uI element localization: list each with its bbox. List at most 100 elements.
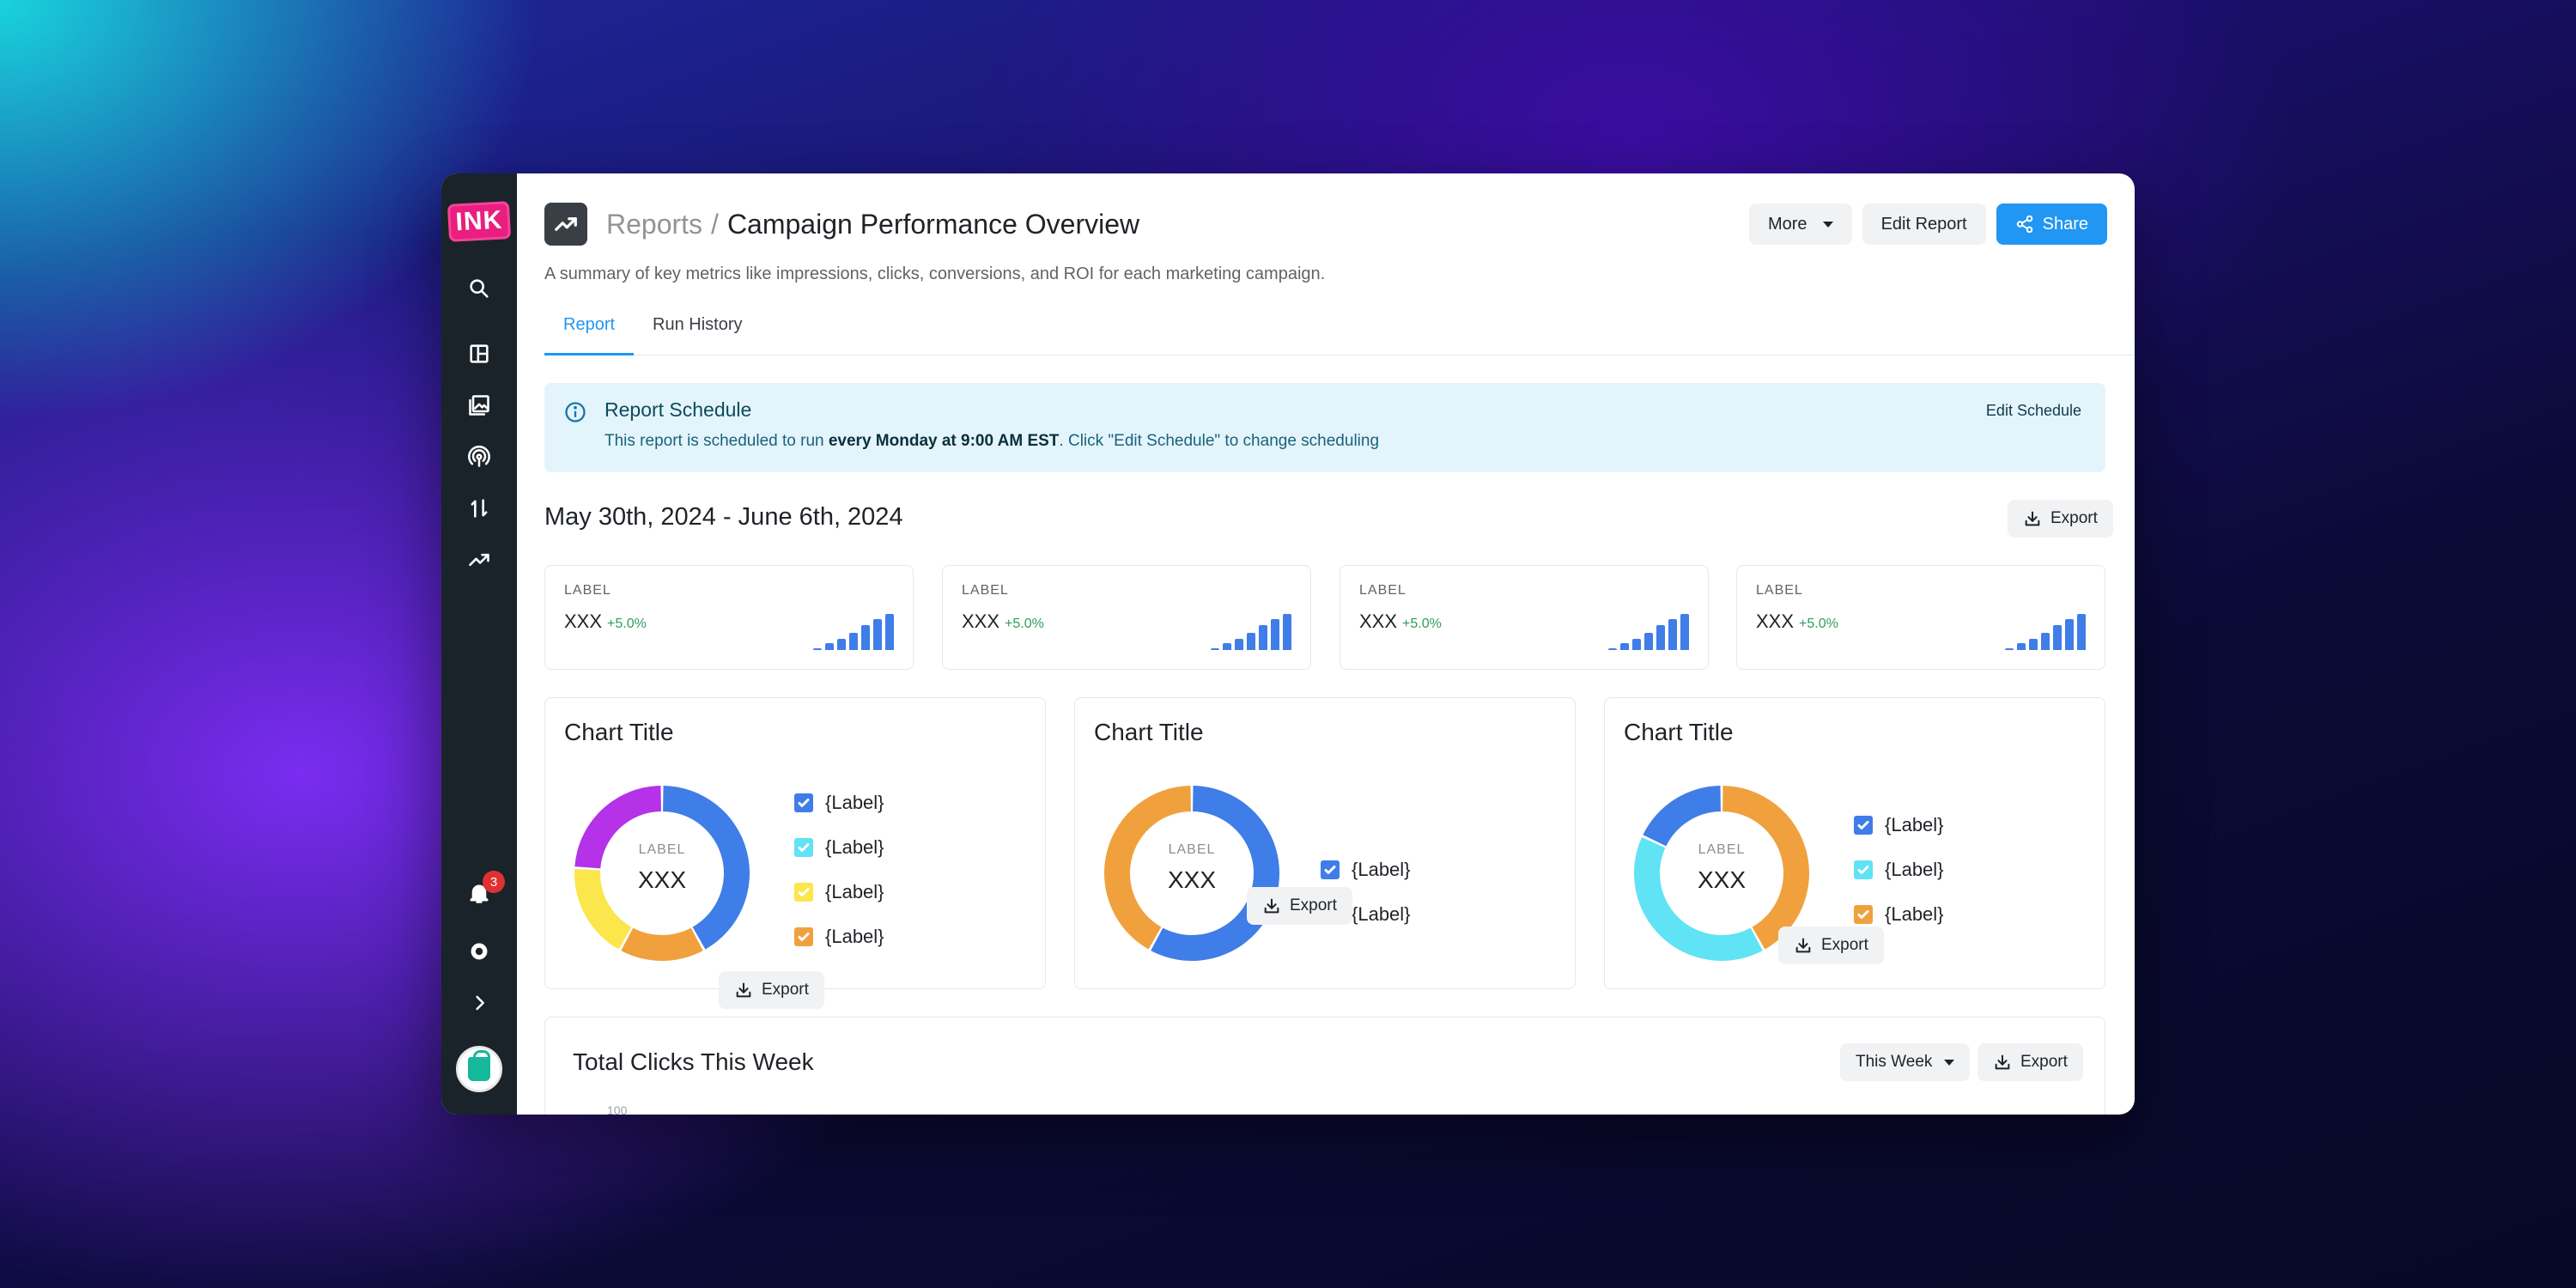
avatar[interactable] bbox=[456, 1046, 502, 1092]
trend-icon[interactable] bbox=[462, 543, 496, 577]
sparkline bbox=[1211, 614, 1291, 650]
tab-run-history[interactable]: Run History bbox=[653, 315, 743, 334]
legend-item[interactable]: {Label} bbox=[1854, 892, 1944, 937]
chevron-right-icon[interactable] bbox=[462, 986, 496, 1020]
export-button[interactable]: Export bbox=[1247, 887, 1352, 925]
spark-bar bbox=[1247, 632, 1255, 650]
chart-title: Chart Title bbox=[1624, 719, 1734, 745]
app-logo[interactable]: INK bbox=[447, 201, 512, 242]
legend-item[interactable]: {Label} bbox=[794, 825, 884, 870]
spark-bar bbox=[1656, 624, 1665, 650]
export-button[interactable]: Export bbox=[1978, 1043, 2083, 1081]
export-button[interactable]: Export bbox=[2008, 500, 2113, 538]
stat-card: LABEL XXX +5.0% bbox=[1736, 565, 2105, 670]
legend-label: {Label} bbox=[825, 881, 884, 902]
breadcrumb: Reports / Campaign Performance Overview bbox=[606, 209, 1139, 240]
tab-bar: Report Run History bbox=[544, 311, 2135, 355]
caret-down-icon bbox=[1944, 1059, 1955, 1066]
checkbox-icon[interactable] bbox=[1321, 860, 1340, 879]
checkbox-icon[interactable] bbox=[794, 883, 813, 902]
chart-title: Chart Title bbox=[1094, 719, 1204, 745]
legend-item[interactable]: {Label} bbox=[794, 870, 884, 914]
stat-number: XXX bbox=[1756, 611, 1795, 632]
legend-label: {Label} bbox=[1352, 859, 1411, 880]
export-label: Export bbox=[2020, 1053, 2068, 1071]
spark-bar bbox=[825, 643, 834, 650]
legend-item[interactable]: {Label} bbox=[794, 781, 884, 825]
spark-bar bbox=[1620, 643, 1629, 650]
export-label: Export bbox=[1290, 896, 1337, 914]
stat-change: +5.0% bbox=[607, 617, 647, 631]
edit-report-button[interactable]: Edit Report bbox=[1862, 204, 1986, 245]
donut-slice bbox=[663, 786, 750, 950]
period-label: This Week bbox=[1856, 1053, 1933, 1071]
page-header: Reports / Campaign Performance Overview Mo… bbox=[544, 203, 2107, 246]
download-icon bbox=[2025, 511, 2040, 526]
period-select[interactable]: This Week bbox=[1840, 1043, 1971, 1081]
date-range: May 30th, 2024 - June 6th, 2024 bbox=[544, 503, 903, 531]
stat-card: LABEL XXX +5.0% bbox=[942, 565, 1311, 670]
download-icon bbox=[736, 982, 751, 998]
legend-item[interactable]: {Label} bbox=[1321, 848, 1411, 892]
notification-badge: 3 bbox=[483, 871, 505, 893]
stat-number: XXX bbox=[564, 611, 603, 632]
stat-label: LABEL bbox=[962, 583, 1009, 598]
legend-item[interactable]: {Label} bbox=[1854, 803, 1944, 848]
spark-bar bbox=[1668, 619, 1677, 650]
checkbox-icon[interactable] bbox=[1854, 905, 1873, 924]
stat-value: XXX +5.0% bbox=[1756, 611, 2086, 633]
bell-icon[interactable]: 3 bbox=[462, 871, 505, 910]
sidebar: INK 3 bbox=[441, 173, 517, 1115]
chart-card: Chart Title LABEL XXX {Label} {Label} {Lab… bbox=[544, 697, 1046, 1009]
checkbox-icon[interactable] bbox=[794, 927, 813, 946]
caret-down-icon bbox=[1822, 221, 1833, 228]
sparkline bbox=[1608, 614, 1689, 650]
spark-bar bbox=[2041, 632, 2050, 650]
banner-text-bold: every Monday at 9:00 AM EST bbox=[828, 432, 1060, 450]
chart-card: Chart Title LABEL XXX {Label} {Label} Exp… bbox=[1074, 697, 1576, 989]
checkbox-icon[interactable] bbox=[794, 838, 813, 857]
checkbox-icon[interactable] bbox=[794, 793, 813, 812]
more-label: More bbox=[1767, 214, 1807, 234]
gear-icon[interactable] bbox=[462, 934, 496, 969]
page-title: Campaign Performance Overview bbox=[726, 208, 1140, 240]
header-actions: More Edit Report Share bbox=[1748, 204, 2107, 245]
tab-report[interactable]: Report bbox=[544, 311, 635, 355]
search-icon[interactable] bbox=[462, 271, 496, 306]
edit-schedule-link[interactable]: Edit Schedule bbox=[1985, 402, 2081, 419]
spark-bar bbox=[1223, 643, 1231, 650]
trend-icon bbox=[544, 203, 587, 246]
banner-title: Report Schedule bbox=[605, 398, 752, 421]
sidebar-bottom: 3 bbox=[456, 859, 505, 1092]
page-subtitle: A summary of key metrics like impression… bbox=[544, 264, 1326, 283]
share-button[interactable]: Share bbox=[1996, 204, 2107, 245]
donut-chart bbox=[574, 786, 750, 961]
images-icon[interactable] bbox=[462, 388, 496, 422]
layout-icon[interactable] bbox=[462, 337, 496, 371]
spark-bar bbox=[2029, 639, 2038, 650]
shopping-bag-icon bbox=[468, 1050, 490, 1081]
checkbox-icon[interactable] bbox=[1854, 860, 1873, 879]
chart-legend: {Label} {Label} {Label} {Label} bbox=[794, 781, 884, 959]
export-button[interactable]: Export bbox=[719, 971, 824, 1009]
breadcrumb-parent[interactable]: Reports bbox=[606, 208, 703, 240]
transfer-icon[interactable] bbox=[462, 491, 496, 526]
spark-bar bbox=[1283, 614, 1291, 650]
export-button[interactable]: Export bbox=[1778, 927, 1884, 964]
checkbox-icon[interactable] bbox=[1854, 816, 1873, 835]
donut-slice bbox=[574, 786, 661, 869]
more-button[interactable]: More bbox=[1748, 204, 1852, 245]
stat-value: XXX +5.0% bbox=[1359, 611, 1689, 633]
legend-label: {Label} bbox=[825, 926, 884, 947]
stat-number: XXX bbox=[962, 611, 1000, 632]
spark-bar bbox=[2017, 643, 2026, 650]
chart-legend: {Label} {Label} {Label} bbox=[1854, 803, 1944, 937]
stat-value: XXX +5.0% bbox=[564, 611, 894, 633]
spark-bar bbox=[1632, 639, 1641, 650]
spark-bar bbox=[1235, 639, 1243, 650]
legend-item[interactable]: {Label} bbox=[794, 914, 884, 959]
banner-text: This report is scheduled to run every Mo… bbox=[605, 432, 2081, 451]
schedule-banner: Report Schedule This report is scheduled… bbox=[544, 383, 2105, 472]
legend-item[interactable]: {Label} bbox=[1854, 848, 1944, 892]
broadcast-icon[interactable] bbox=[462, 440, 496, 474]
